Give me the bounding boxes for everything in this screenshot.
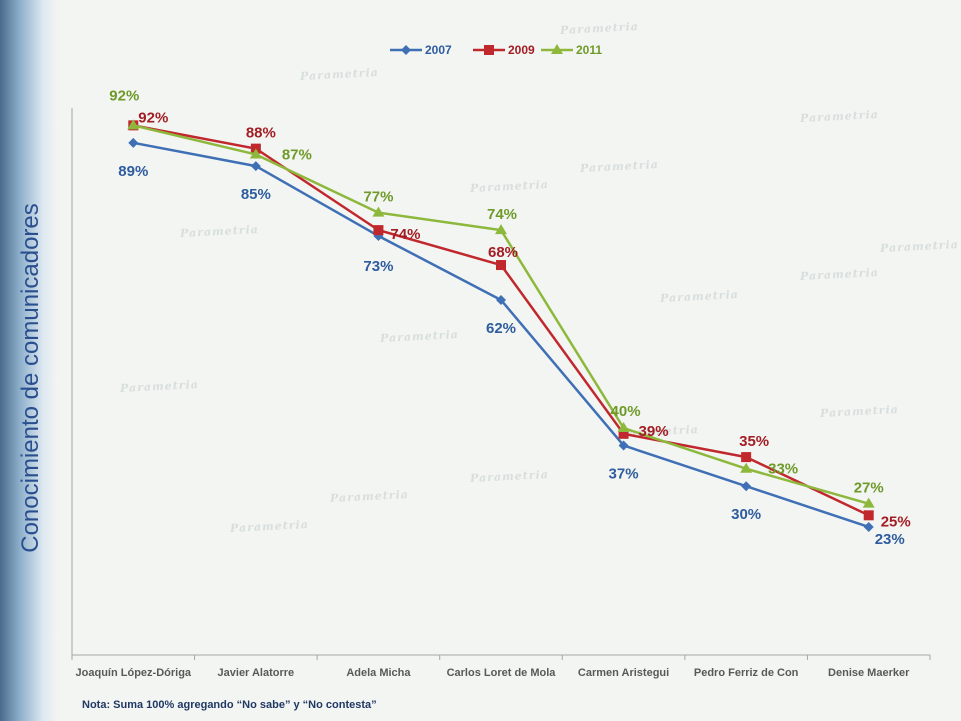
x-tick-label: Denise Maerker — [828, 667, 910, 679]
chart-axes: Joaquín López-Dóriga Javier Alatorre Adela… — [71, 108, 931, 679]
legend-marker-2007 — [401, 45, 411, 55]
marker-2009 — [741, 452, 752, 463]
data-label-2009: 39% — [639, 423, 669, 440]
data-label-2011: 87% — [282, 146, 312, 163]
x-tick-label: Carlos Loret de Mola — [447, 667, 557, 679]
chart-series — [127, 119, 875, 532]
x-tick-label: Pedro Ferriz de Con — [694, 667, 799, 679]
data-label-2007: 85% — [241, 186, 271, 203]
marker-2011 — [372, 206, 385, 217]
data-label-2011: 40% — [611, 403, 641, 420]
decorative-left-strip — [0, 0, 58, 721]
data-label-2011: 92% — [109, 87, 139, 104]
legend-label-2009: 2009 — [508, 43, 535, 57]
marker-2011 — [495, 224, 507, 235]
legend-label-2011: 2011 — [576, 43, 602, 57]
x-tick-label: Adela Micha — [346, 667, 411, 679]
legend-label-2007: 2007 — [425, 43, 452, 57]
marker-2011 — [249, 148, 262, 159]
marker-2009 — [373, 225, 384, 236]
data-label-2009: 88% — [246, 125, 276, 142]
data-label-2007: 37% — [609, 465, 639, 482]
data-label-2009: 35% — [739, 433, 769, 450]
x-tick-label: Carmen Aristegui — [578, 667, 669, 679]
chart-legend: 2007 2009 2011 — [390, 43, 602, 57]
marker-2007 — [496, 294, 506, 305]
data-label-2011: 33% — [768, 461, 798, 478]
chart-data-labels: 89% 85% 73% 62% 37% 30% 23% 92% 88% 74% 68% 39% 35% 2… — [109, 87, 910, 548]
data-label-2009: 74% — [390, 226, 420, 243]
data-label-2007: 62% — [486, 320, 516, 337]
data-label-2007: 73% — [363, 258, 393, 275]
marker-2009 — [863, 510, 874, 521]
x-tick-label: Joaquín López-Dóriga — [76, 667, 192, 679]
legend-marker-2009 — [484, 45, 494, 55]
marker-2011 — [862, 497, 875, 508]
data-label-2009: 92% — [138, 109, 168, 126]
marker-2007 — [250, 161, 261, 172]
data-label-2011: 74% — [487, 206, 517, 223]
marker-2007 — [863, 521, 874, 532]
data-label-2011: 27% — [854, 480, 884, 497]
data-label-2007: 89% — [118, 163, 148, 180]
legend-marker-2011 — [551, 44, 563, 54]
data-label-2007: 23% — [875, 531, 905, 548]
marker-2011 — [617, 422, 630, 432]
data-label-2007: 30% — [731, 506, 761, 523]
marker-2007 — [618, 440, 629, 451]
marker-2009 — [618, 428, 629, 439]
x-tick-label: Javier Alatorre — [218, 667, 295, 679]
data-label-2009: 25% — [881, 513, 911, 530]
marker-2011 — [127, 119, 140, 130]
data-label-2011: 77% — [363, 189, 393, 206]
marker-2007 — [741, 481, 752, 492]
footnote: Nota: Suma 100% agregando “No sabe” y “N… — [82, 699, 377, 711]
marker-2009 — [496, 260, 506, 271]
marker-2011 — [740, 462, 753, 473]
marker-2007 — [128, 137, 139, 148]
data-label-2009: 68% — [488, 244, 518, 261]
